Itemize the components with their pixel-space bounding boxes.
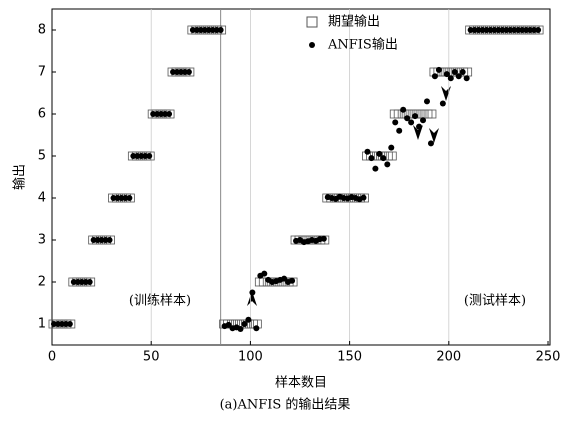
x-axis-label: 样本数目 <box>275 376 327 391</box>
point <box>463 75 470 82</box>
point <box>421 109 433 119</box>
point <box>185 69 192 75</box>
y-tick-label: 4 <box>38 191 46 206</box>
y-tick-label: 5 <box>38 149 46 164</box>
point <box>400 106 407 113</box>
point <box>404 115 411 122</box>
point <box>443 71 450 78</box>
point <box>66 321 73 327</box>
point <box>389 109 401 119</box>
point <box>392 119 399 126</box>
point <box>447 75 454 82</box>
point <box>360 194 367 201</box>
point <box>126 195 133 201</box>
point <box>261 270 268 277</box>
point <box>368 155 375 162</box>
point <box>427 140 434 147</box>
legend-swatch <box>309 42 315 48</box>
point <box>412 113 419 120</box>
y-tick-label: 2 <box>38 275 46 290</box>
arrow <box>441 86 451 101</box>
point <box>245 316 252 323</box>
point <box>241 321 248 327</box>
point <box>396 127 403 134</box>
point <box>384 161 391 168</box>
point <box>535 27 542 33</box>
point <box>86 279 93 285</box>
point <box>417 109 429 119</box>
x-tick-label: 0 <box>48 350 56 365</box>
point <box>281 275 288 282</box>
point <box>146 153 153 159</box>
point <box>455 73 462 80</box>
point <box>237 326 244 333</box>
point <box>364 148 371 155</box>
y-tick-label: 7 <box>38 65 46 80</box>
y-tick-label: 3 <box>38 233 46 248</box>
point <box>425 109 437 119</box>
point <box>423 98 430 105</box>
point <box>416 123 423 130</box>
point <box>408 119 415 126</box>
y-axis-label: 输出 <box>12 164 28 190</box>
plot-frame <box>51 8 551 346</box>
legend-label: ANFIS输出 <box>327 37 398 53</box>
point <box>225 321 232 328</box>
point <box>388 144 395 151</box>
point <box>320 235 327 242</box>
point <box>439 100 446 107</box>
x-tick-label: 50 <box>143 350 160 365</box>
y-tick-label: 8 <box>38 23 46 38</box>
point <box>376 150 383 157</box>
point <box>217 27 224 33</box>
annotation: (测试样本) <box>464 294 526 309</box>
point <box>380 155 387 162</box>
point <box>166 111 173 117</box>
x-tick-label: 250 <box>536 350 561 365</box>
point <box>451 69 458 75</box>
point <box>254 277 266 287</box>
point <box>289 277 296 284</box>
caption: (a)ANFIS 的输出结果 <box>220 397 351 413</box>
x-tick-label: 150 <box>337 350 362 365</box>
annotation: (训练样本) <box>129 294 191 309</box>
point <box>372 165 379 172</box>
legend-swatch <box>306 16 318 28</box>
arrow <box>429 128 439 143</box>
point <box>249 289 256 296</box>
point <box>435 66 442 73</box>
x-tick-label: 200 <box>436 350 461 365</box>
point <box>420 117 427 124</box>
point <box>385 151 397 161</box>
point <box>106 237 113 243</box>
point <box>253 325 260 332</box>
arrow <box>247 291 257 306</box>
point <box>459 69 466 75</box>
x-tick-label: 100 <box>238 350 263 365</box>
legend-label: 期望输出 <box>328 14 380 30</box>
point <box>431 73 438 80</box>
y-tick-label: 1 <box>38 317 46 332</box>
y-tick-label: 6 <box>38 107 46 122</box>
